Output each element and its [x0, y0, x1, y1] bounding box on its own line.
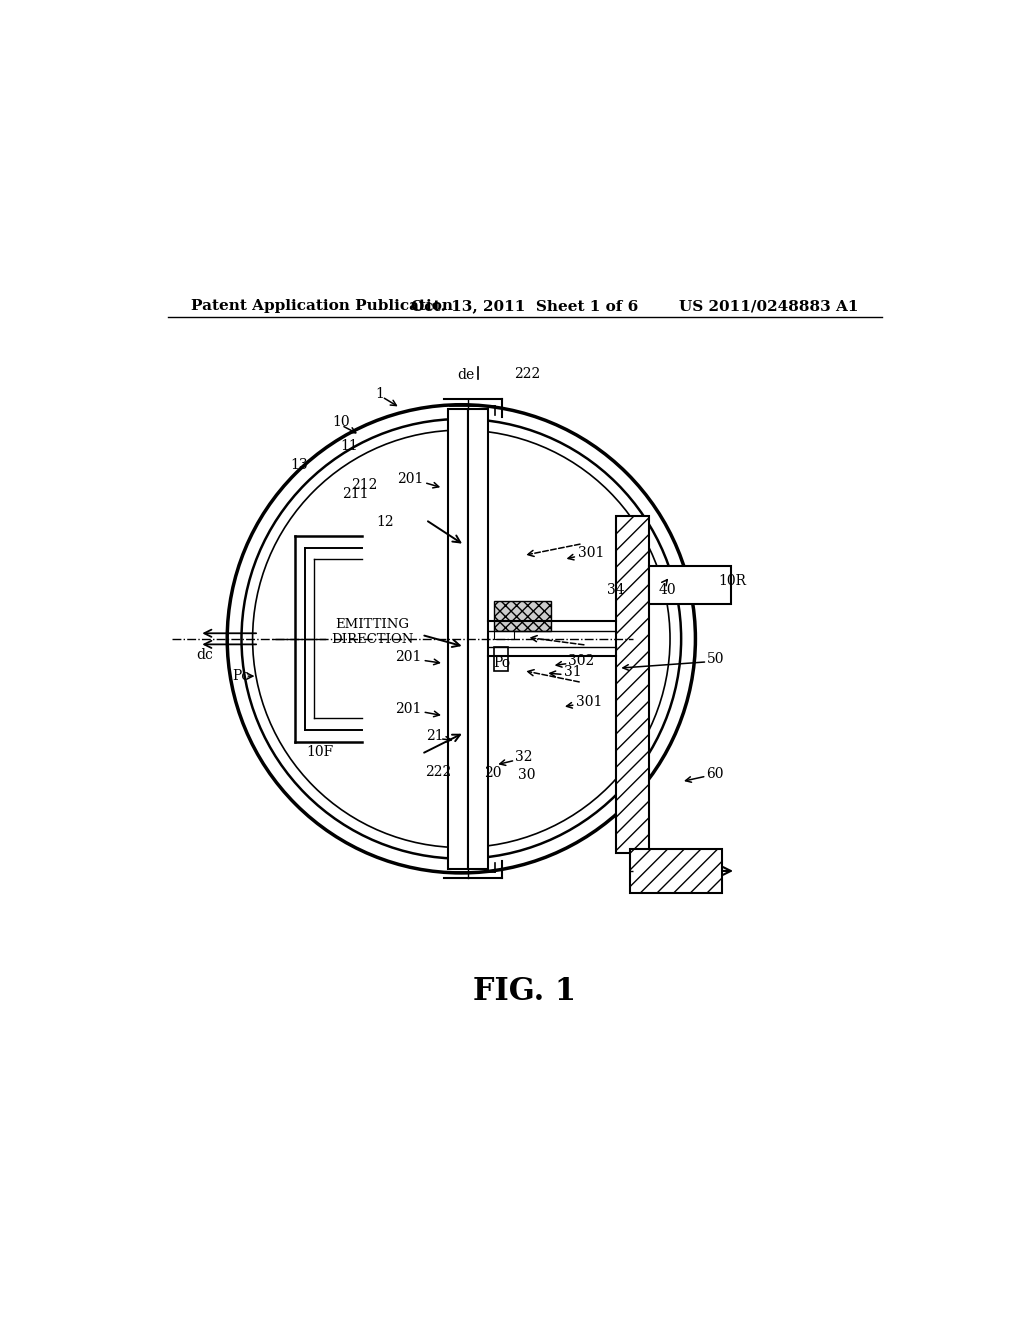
Bar	[494, 601, 551, 631]
Text: 34: 34	[607, 583, 625, 598]
Text: 32: 32	[515, 750, 532, 764]
Text: FIG. 1: FIG. 1	[473, 977, 577, 1007]
Bar	[649, 566, 731, 605]
Text: EMITTING
DIRECTION: EMITTING DIRECTION	[331, 619, 414, 647]
Text: 1: 1	[376, 387, 384, 401]
Text: 10: 10	[332, 416, 349, 429]
Text: 212: 212	[351, 478, 377, 492]
Text: 301: 301	[578, 546, 604, 560]
Text: 201: 201	[395, 702, 422, 715]
Text: 301: 301	[577, 694, 603, 709]
Text: 13: 13	[290, 458, 307, 473]
Text: Pc: Pc	[232, 669, 250, 684]
Text: 10F: 10F	[306, 744, 334, 759]
Text: Patent Application Publication: Patent Application Publication	[191, 300, 454, 313]
Text: 50: 50	[708, 652, 725, 665]
Bar	[616, 516, 649, 853]
Text: 201: 201	[395, 649, 422, 664]
Text: 211: 211	[342, 487, 369, 502]
Text: 40: 40	[658, 582, 677, 597]
Text: 12: 12	[377, 515, 394, 529]
Bar	[468, 409, 487, 869]
Text: 11: 11	[341, 440, 358, 453]
Text: de: de	[458, 367, 475, 381]
Bar	[494, 631, 514, 639]
Text: dc: dc	[196, 648, 213, 661]
Bar	[494, 647, 508, 671]
Text: Oct. 13, 2011  Sheet 1 of 6: Oct. 13, 2011 Sheet 1 of 6	[412, 300, 638, 313]
Text: 20: 20	[484, 766, 502, 780]
Text: 60: 60	[707, 767, 724, 780]
Text: 222: 222	[425, 766, 451, 779]
Text: 30: 30	[518, 768, 536, 783]
Bar	[631, 849, 722, 892]
Text: 21: 21	[426, 729, 444, 743]
Text: 222: 222	[514, 367, 541, 380]
Text: Po: Po	[494, 656, 511, 669]
Text: 31: 31	[563, 665, 582, 680]
Text: 201: 201	[397, 473, 423, 486]
Text: 10R: 10R	[719, 574, 746, 587]
Bar	[447, 409, 468, 869]
Text: 302: 302	[568, 653, 595, 668]
Text: US 2011/0248883 A1: US 2011/0248883 A1	[679, 300, 858, 313]
